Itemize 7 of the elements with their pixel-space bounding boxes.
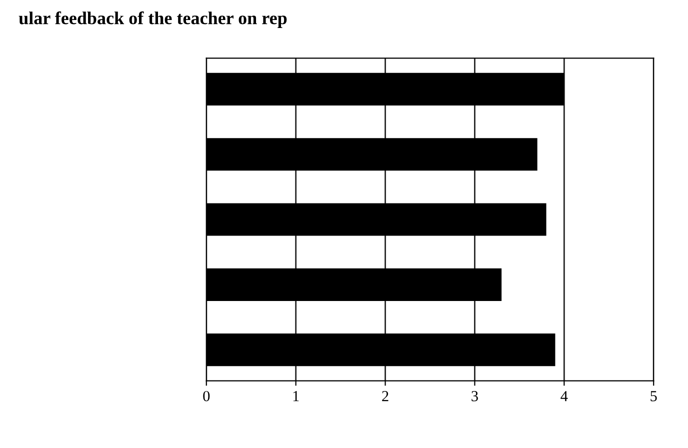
x-tick-label: 1 <box>293 391 299 402</box>
x-tick-label: 3 <box>472 391 478 402</box>
x-tick-label: 5 <box>650 391 657 402</box>
chart-title: ular feedback of the teacher on rep <box>18 11 287 28</box>
x-tick-label: 2 <box>382 391 388 402</box>
x-tick-label: 0 <box>203 390 210 402</box>
x-tick-label: 4 <box>560 391 568 402</box>
